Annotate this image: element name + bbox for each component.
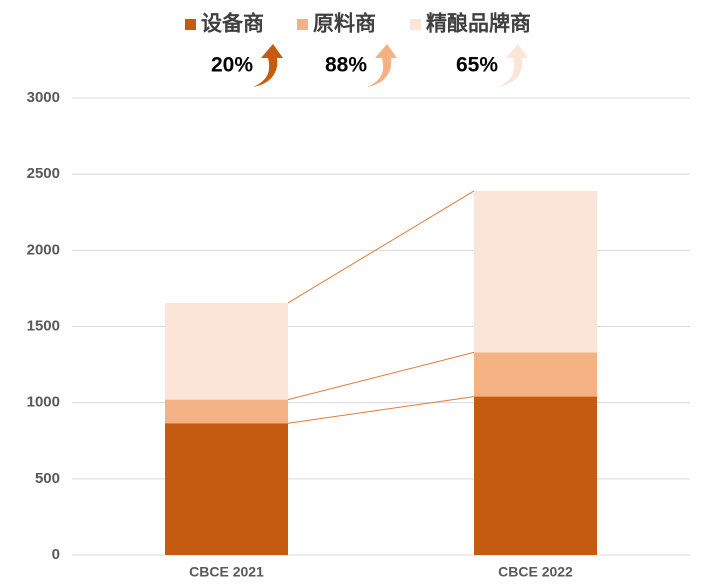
bar-segment xyxy=(474,396,597,555)
legend-swatch xyxy=(185,19,196,30)
connector-line xyxy=(287,396,475,424)
legend-swatch xyxy=(297,19,308,30)
x-tick-label: CBCE 2021 xyxy=(189,564,264,580)
y-tick-label: 2500 xyxy=(27,165,60,182)
bar-segment xyxy=(474,352,597,397)
y-tick-label: 2000 xyxy=(27,241,60,258)
y-tick-label: 3000 xyxy=(27,89,60,106)
y-tick-label: 1500 xyxy=(27,317,60,334)
y-tick-label: 500 xyxy=(35,470,60,487)
legend-label: 设备商 xyxy=(201,12,264,36)
growth-arrow xyxy=(253,44,283,87)
connector-line xyxy=(287,351,475,401)
x-tick-label: CBCE 2022 xyxy=(498,564,573,580)
annotation: 88% xyxy=(325,54,367,77)
legend-swatch xyxy=(410,19,421,30)
y-tick-label: 0 xyxy=(52,546,60,563)
growth-arrow xyxy=(498,44,528,87)
y-tick-label: 1000 xyxy=(27,394,60,411)
annotation: 65% xyxy=(456,54,498,77)
bar-segment xyxy=(165,423,288,555)
growth-arrow xyxy=(367,44,397,87)
legend-label: 原料商 xyxy=(313,12,376,36)
legend-label: 精酿品牌商 xyxy=(426,12,531,36)
connector-line xyxy=(287,190,475,304)
bar-segment xyxy=(474,190,597,353)
bar-segment xyxy=(165,399,288,424)
annotation: 20% xyxy=(211,54,253,77)
bar-segment xyxy=(165,302,288,400)
